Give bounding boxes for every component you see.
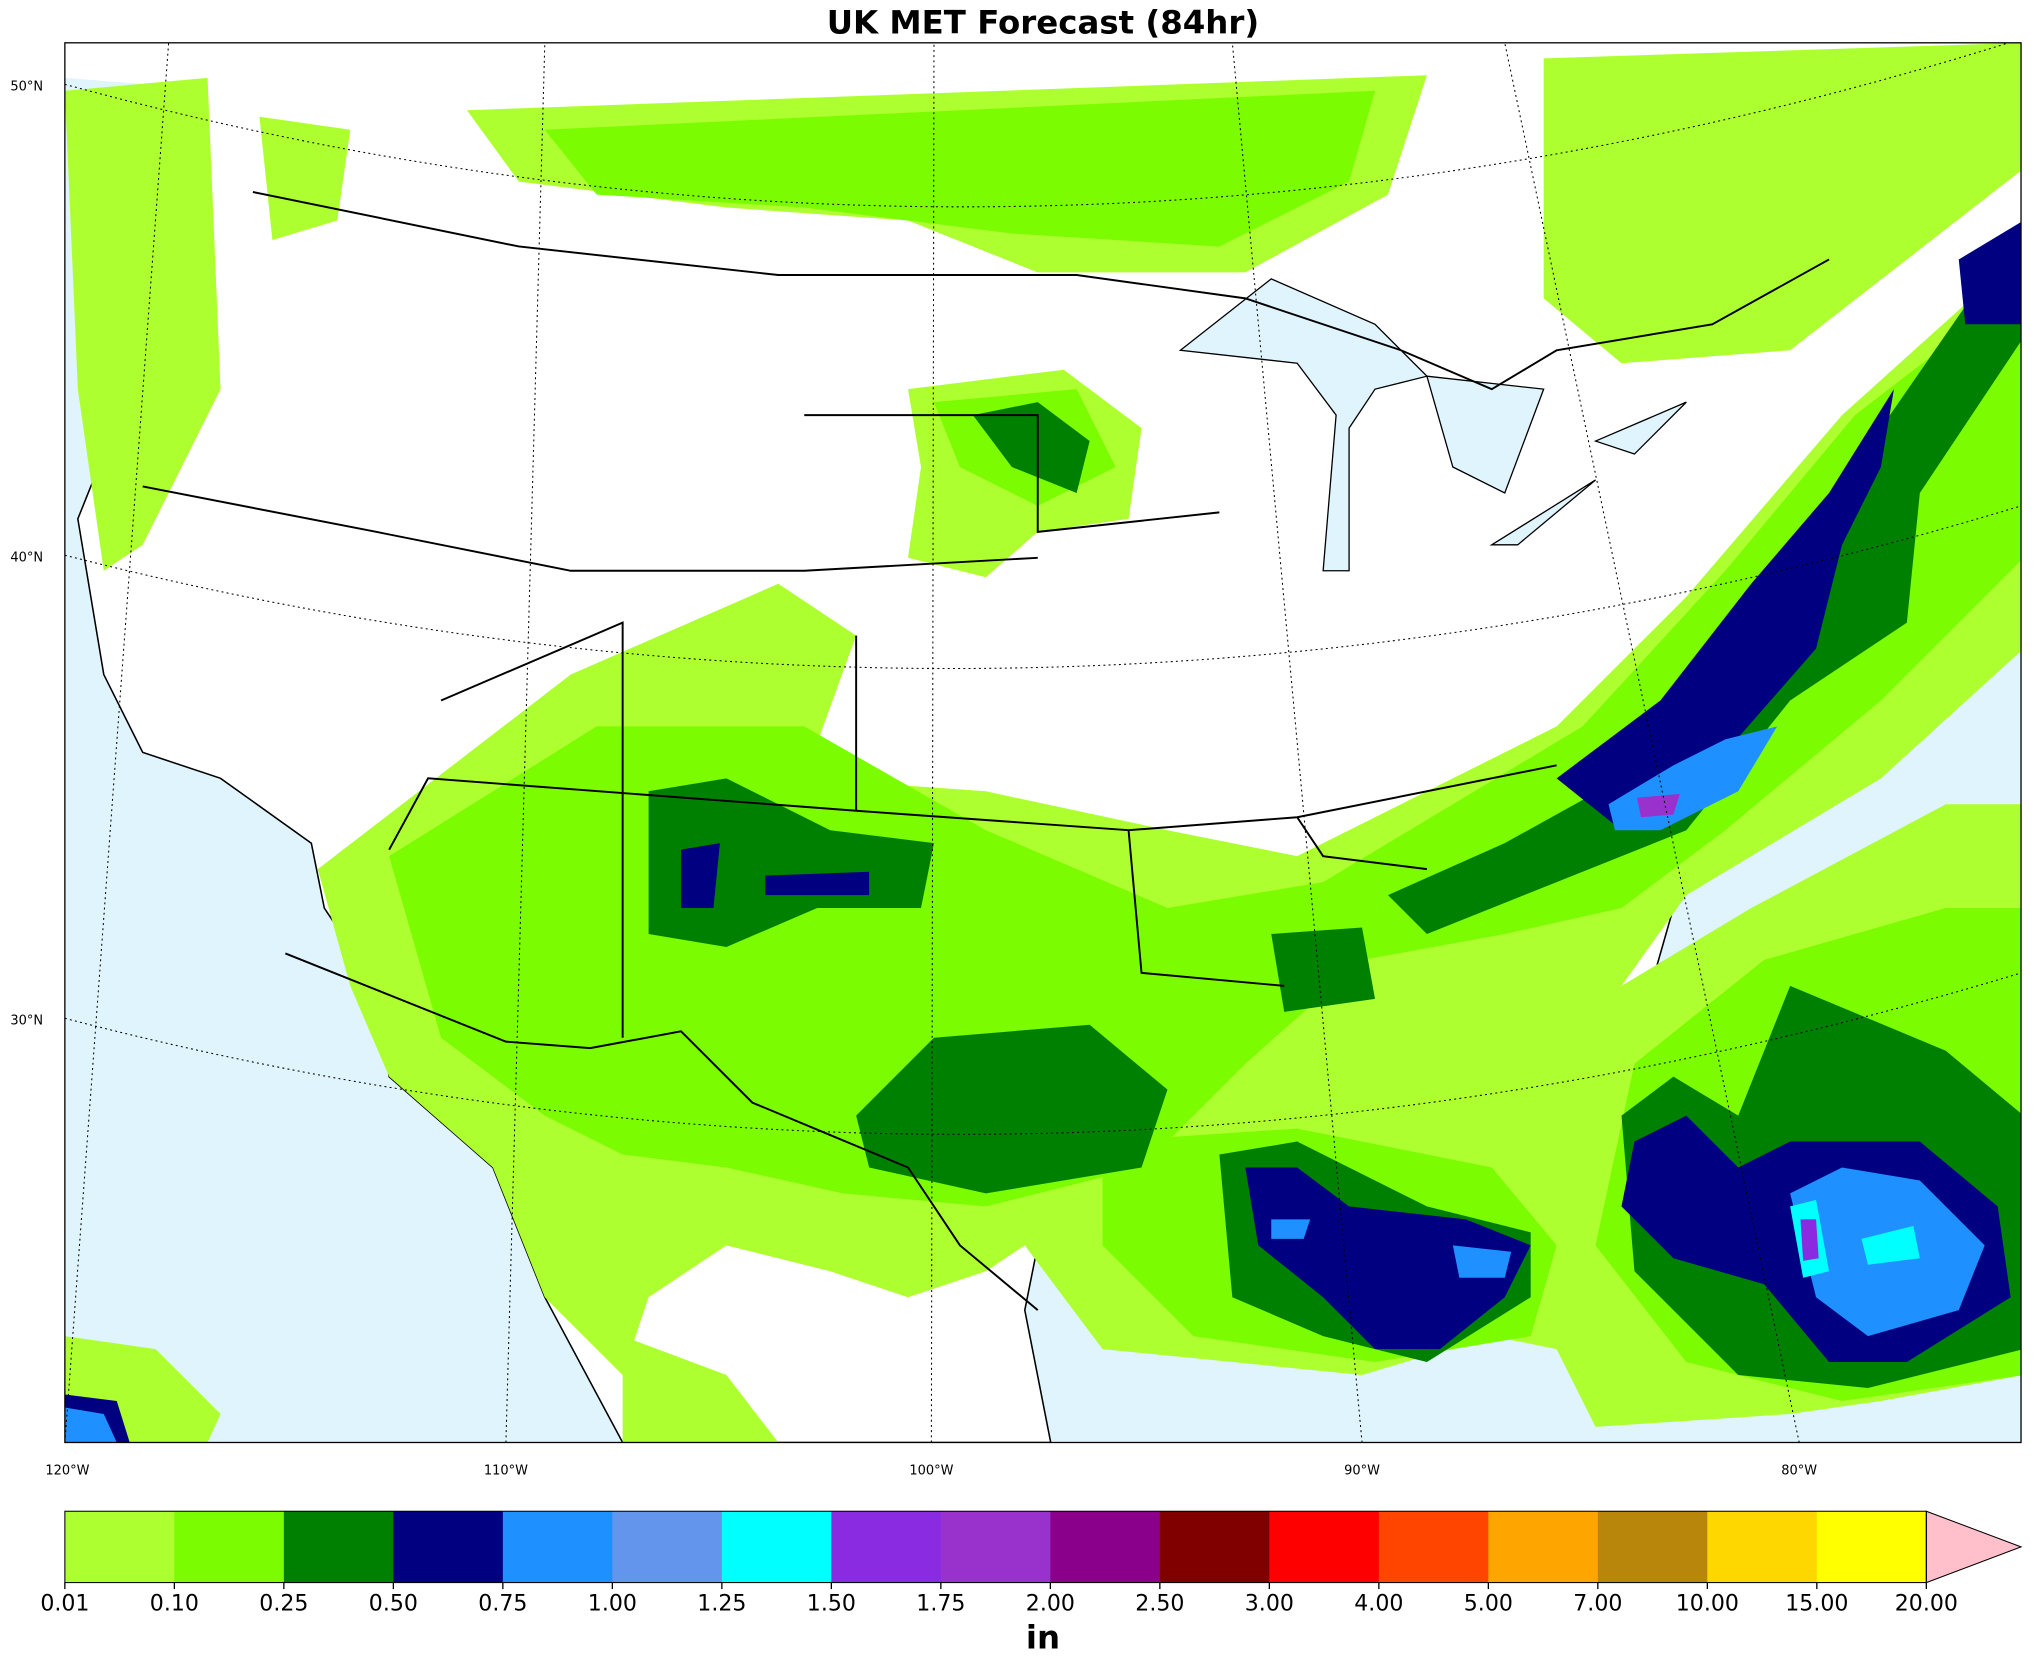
colorbar-tick-label: 1.50 bbox=[807, 1592, 856, 1617]
colorbar-tick-label: 10.00 bbox=[1676, 1592, 1739, 1617]
map bbox=[64, 42, 2022, 1443]
colorbar-box bbox=[393, 1511, 504, 1583]
colorbar-tick-label: 15.00 bbox=[1785, 1592, 1848, 1617]
colorbar-tick-label: 0.25 bbox=[259, 1592, 308, 1617]
lon-label: 80°W bbox=[1781, 1464, 1817, 1479]
colorbar-tick-label: 5.00 bbox=[1464, 1592, 1513, 1617]
colorbar-box bbox=[612, 1511, 723, 1583]
colorbar-tick-label: 1.25 bbox=[697, 1592, 746, 1617]
colorbar-box bbox=[1707, 1511, 1818, 1583]
lat-label: 40°N bbox=[10, 550, 43, 565]
colorbar-box bbox=[283, 1511, 394, 1583]
colorbar-box bbox=[940, 1511, 1051, 1583]
precip-extreme bbox=[1637, 793, 1920, 1278]
graticule bbox=[64, 42, 2022, 1443]
colorbar-tick-label: 20.00 bbox=[1895, 1592, 1958, 1617]
title: UK MET Forecast (84hr) bbox=[827, 4, 1259, 42]
colorbar-tick-label: 0.01 bbox=[40, 1592, 89, 1617]
colorbar-tick-label: 7.00 bbox=[1573, 1592, 1622, 1617]
colorbar-box bbox=[502, 1511, 613, 1583]
colorbar-tick-label: 4.00 bbox=[1354, 1592, 1403, 1617]
great-lakes bbox=[1178, 278, 1687, 572]
colorbar-tick-label: 1.00 bbox=[588, 1592, 637, 1617]
borders bbox=[142, 191, 1830, 1311]
lon-label: 110°W bbox=[484, 1464, 528, 1479]
colorbar-box bbox=[1488, 1511, 1599, 1583]
colorbar-frame bbox=[64, 1510, 1927, 1584]
colorbar-box bbox=[1050, 1511, 1161, 1583]
colorbar-tick-label: 3.00 bbox=[1245, 1592, 1294, 1617]
lat-label: 50°N bbox=[10, 79, 43, 94]
colorbar-extend bbox=[1925, 1510, 2023, 1584]
colorbar-box bbox=[1269, 1511, 1380, 1583]
colorbar-tick-label: 2.00 bbox=[1026, 1592, 1075, 1617]
colorbar-box bbox=[64, 1511, 175, 1583]
lon-label: 120°W bbox=[45, 1464, 89, 1479]
colorbar-tick-label: 0.75 bbox=[478, 1592, 527, 1617]
colorbar-box bbox=[831, 1511, 942, 1583]
colorbar-tick-label: 2.50 bbox=[1135, 1592, 1184, 1617]
colorbar-box bbox=[174, 1511, 285, 1583]
colorbar-tick-label: 0.10 bbox=[150, 1592, 199, 1617]
colorbar-box bbox=[1816, 1511, 1927, 1583]
outside-domain bbox=[64, 42, 2022, 117]
colorbar-tick-label: 0.50 bbox=[369, 1592, 418, 1617]
colorbar-unit: in bbox=[1026, 1619, 1060, 1657]
colorbar-box bbox=[1597, 1511, 1708, 1583]
lon-label: 90°W bbox=[1344, 1464, 1380, 1479]
lon-label: 100°W bbox=[909, 1464, 953, 1479]
map-frame bbox=[64, 42, 2022, 1444]
colorbar-box bbox=[1378, 1511, 1489, 1583]
colorbar-box bbox=[721, 1511, 832, 1583]
colorbar-box bbox=[1159, 1511, 1270, 1583]
colorbar-tick-label: 1.75 bbox=[916, 1592, 965, 1617]
lat-label: 30°N bbox=[10, 1013, 43, 1028]
